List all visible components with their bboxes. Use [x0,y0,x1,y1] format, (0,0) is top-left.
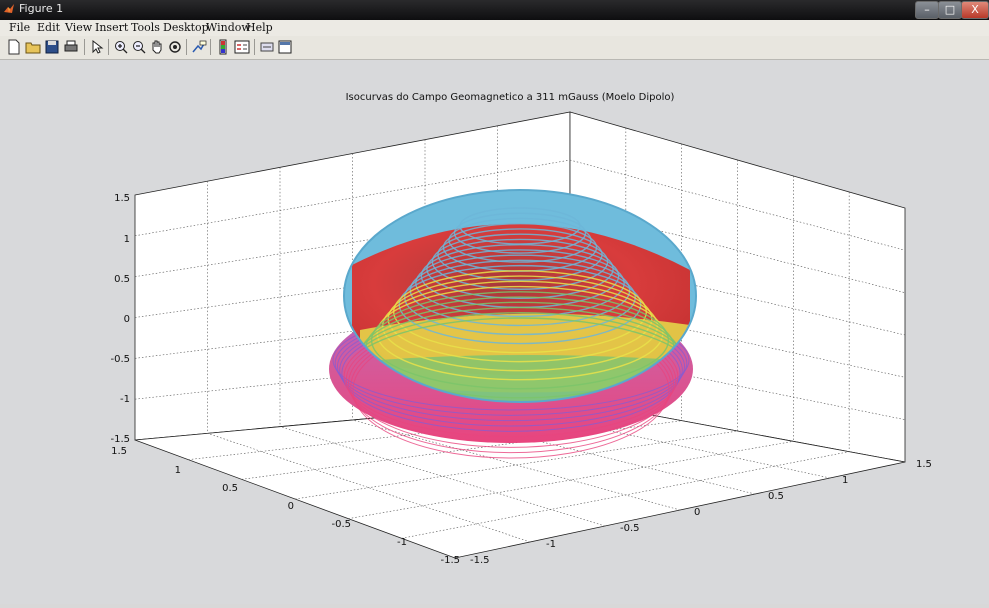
y-tick-label: 1.5 [111,446,127,457]
y-tick-label: 1 [175,465,181,476]
surface-contour-line [376,285,664,381]
surface-contour-line [448,217,592,263]
maximize-button[interactable]: □ [938,1,962,19]
x-tick-label: -1 [546,539,556,550]
zoom-out-icon[interactable] [131,39,147,55]
surface-outline [343,189,697,403]
gridline-y [294,430,738,500]
hide-plot-tools-icon[interactable] [259,39,275,55]
toolbar-separator [254,39,255,55]
gridline-x [497,406,831,479]
z-tick-label: 0 [124,314,130,325]
window-title: Figure 1 [19,2,64,15]
new-figure-icon[interactable] [6,39,22,55]
surface-contour-line [387,275,653,363]
minimize-button[interactable]: – [915,1,939,19]
z-tick-label: 1 [124,234,130,245]
toolbar-separator [186,39,187,55]
menu-help[interactable]: Help [246,21,273,34]
z-tick-label: 1.5 [114,193,130,204]
gridline-z [569,207,906,293]
x-tick-label: 1 [842,475,848,486]
z-axis-ticks: 1.5 1 0.5 0 -0.5 -1 -1.5 [110,193,130,445]
zoom-in-icon[interactable] [113,39,129,55]
y-tick-label: 0 [288,501,294,512]
legend-icon[interactable] [234,39,250,55]
menu-tools[interactable]: Tools [131,21,160,34]
menu-file[interactable]: File [9,21,31,34]
rotate-3d-icon[interactable] [167,39,183,55]
matlab-logo-icon [4,4,14,13]
figure-canvas[interactable]: Isocurvas do Campo Geomagnetico a 311 mG… [0,60,989,604]
surface-contour-line [453,212,587,254]
menu-bar: File Edit View Insert Tools Desktop Wind… [0,20,989,36]
y-tick-label: 0.5 [222,483,238,494]
print-icon[interactable] [63,39,79,55]
toolbar-separator [84,39,85,55]
toolbar-separator [210,39,211,55]
x-tick-label: 0 [694,507,700,518]
toolbar-separator [108,39,109,55]
gridline-x [207,433,531,543]
chart-title: Isocurvas do Campo Geomagnetico a 311 mG… [346,92,675,103]
y-tick-label: -1 [397,537,407,548]
gridline-x [424,413,756,495]
z-tick-label: -0.5 [110,354,130,365]
surface-contour-line [426,238,614,299]
menu-insert[interactable]: Insert [95,21,129,34]
open-file-icon[interactable] [25,39,41,55]
surface-contour-line [415,249,625,318]
y-axis-ticks: 1.5 1 0.5 0 -0.5 -1 -1.5 [111,446,460,566]
surface-contour-line [344,317,696,402]
axes-3d-plot[interactable]: Isocurvas do Campo Geomagnetico a 311 mG… [0,60,989,604]
x-tick-label: 1.5 [916,459,932,470]
x-tick-label: 0.5 [768,491,784,502]
colorbar-icon[interactable] [215,39,231,55]
menu-desktop[interactable]: Desktop [163,21,209,34]
surface-contour-line [370,291,670,390]
menu-edit[interactable]: Edit [37,21,61,34]
x-axis-ticks: -1.5 -1 -0.5 0 0.5 1 1.5 [470,459,932,566]
surface-contour-line [409,254,631,327]
menu-view[interactable]: View [65,21,93,34]
y-tick-label: -0.5 [331,519,351,530]
gridline-y [401,451,850,539]
z-tick-label: 0.5 [114,274,130,285]
z-tick-label: -1.5 [110,434,130,445]
save-icon[interactable] [44,39,60,55]
menu-window[interactable]: Window [206,21,251,34]
select-arrow-icon[interactable] [89,39,105,55]
x-tick-label: -0.5 [620,523,640,534]
close-button[interactable]: X [961,1,989,19]
y-tick-label: -1.5 [440,555,460,566]
pan-hand-icon[interactable] [149,39,165,55]
z-tick-label: -1 [120,394,130,405]
figure-toolbar [0,36,989,60]
title-bar[interactable]: Figure 1 – □ X [0,0,989,20]
isosurface-dipole [329,189,697,459]
show-plot-tools-icon[interactable] [277,39,293,55]
data-cursor-icon[interactable] [191,39,207,55]
x-tick-label: -1.5 [470,555,490,566]
surface-contour-line [381,280,659,372]
